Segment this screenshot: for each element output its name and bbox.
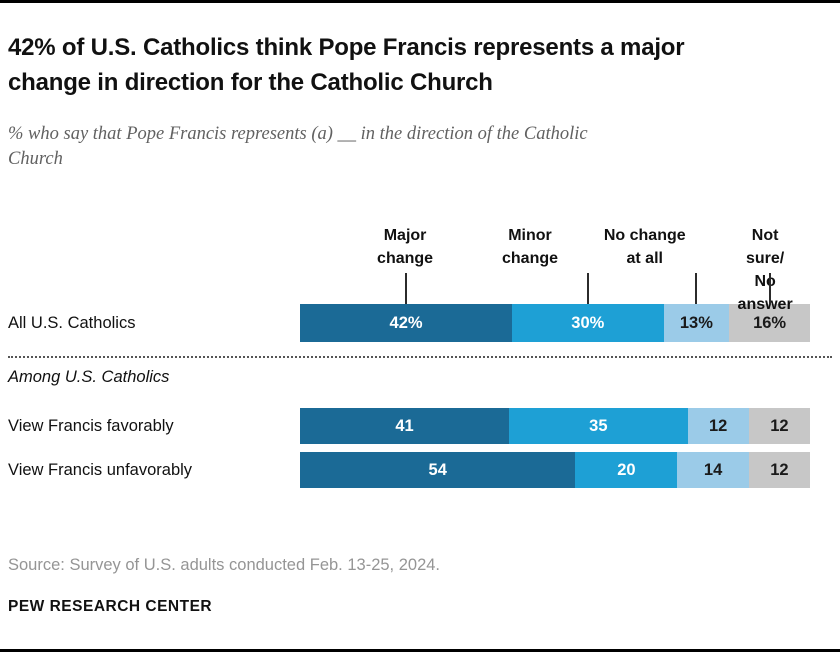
column-header-not-sure-no-answer: Not sure/ No answer — [737, 227, 793, 313]
brand-wordmark: PEW RESEARCH CENTER — [8, 598, 213, 615]
stacked-bar: 42% 30% 13% 16% — [300, 304, 810, 342]
bar-segment-minor-change: 30% — [512, 304, 664, 342]
row-label: All U.S. Catholics — [8, 313, 136, 332]
column-header-minor-change: Minor change — [501, 227, 559, 267]
dotted-divider — [8, 356, 832, 358]
bar-segment-no-change-at-all: 13% — [663, 304, 730, 342]
bar-segment-no-change-at-all: 14 — [677, 452, 749, 488]
category-headers: Major change Minor change No change at all… — [300, 224, 810, 313]
bar-segment-major-change: 41 — [300, 408, 510, 444]
bar-row: View Francis unfavorably 54 20 14 12 — [8, 452, 832, 488]
leader-line — [768, 273, 771, 304]
source-note: Source: Survey of U.S. adults conducted … — [8, 556, 441, 574]
bar-segment-not-sure-no-answer: 12 — [748, 408, 810, 444]
leader-line — [405, 273, 408, 304]
leader-line — [586, 273, 589, 304]
section-label: Among U.S. Catholics — [8, 368, 170, 386]
row-label: View Francis unfavorably — [8, 460, 193, 479]
bar-row: All U.S. Catholics 42% 30% 13% 16% — [8, 304, 832, 342]
leader-line — [695, 273, 698, 304]
bar-segment-minor-change: 20 — [575, 452, 678, 488]
chart-subtitle: % who say that Pope Francis represents (… — [8, 124, 588, 169]
bar-segment-minor-change: 35 — [509, 408, 688, 444]
chart-rows: All U.S. Catholics 42% 30% 13% 16% Among U.S.… — [8, 304, 832, 488]
column-header-no-change-at-all: No change at all — [603, 227, 686, 267]
bar-segment-major-change: 42% — [300, 304, 513, 342]
bar-segment-major-change: 54 — [300, 452, 576, 488]
stacked-bar-chart: Major change Minor change No change at all… — [8, 224, 832, 488]
bar-row: View Francis favorably 41 35 12 12 — [8, 408, 832, 444]
stacked-bar: 41 35 12 12 — [300, 408, 810, 444]
column-header-major-change: Major change — [377, 227, 434, 267]
row-label: View Francis favorably — [8, 416, 174, 435]
bar-segment-not-sure-no-answer: 12 — [748, 452, 810, 488]
bar-segment-no-change-at-all: 12 — [687, 408, 749, 444]
stacked-bar: 54 20 14 12 — [300, 452, 810, 488]
page-title: 42% of U.S. Catholics think Pope Francis… — [8, 34, 685, 96]
bar-segment-not-sure-no-answer: 16% — [729, 304, 810, 342]
